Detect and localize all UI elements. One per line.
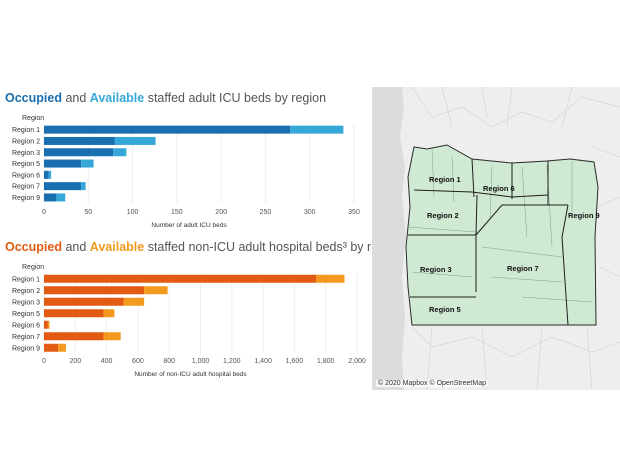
x-tick-label: 200 [69,358,81,365]
x-tick-label: 150 [171,209,183,216]
region-boundaries [408,158,569,326]
bar-occupied [44,286,145,295]
region-label: Region 2 [427,211,459,220]
bar-occupied [44,182,82,191]
category-label: Region 6 [12,322,40,329]
x-tick-label: 2,000 [348,358,366,365]
title-available-word: Available [89,91,145,105]
x-tick-label: 100 [127,209,139,216]
region-label: Region 1 [429,175,461,184]
x-tick-label: 300 [304,209,316,216]
category-label: Region 1 [12,127,40,134]
bar-occupied [44,136,115,145]
title-and-word: and [61,91,90,105]
bar-occupied [44,320,48,329]
title-rest: staffed non-ICU adult hospital beds³ by … [144,240,402,254]
map-attribution: © 2020 Mapbox © OpenStreetMap [376,380,488,387]
bar-available [81,159,94,168]
category-label: Region 1 [12,276,40,283]
bar-available [144,286,168,295]
x-tick-label: 350 [348,209,360,216]
category-label: Region 9 [12,195,40,202]
charts-panel: Occupied and Available staffed adult ICU… [5,91,402,378]
x-tick-label: 600 [132,358,144,365]
bar-available [114,136,156,145]
title-occupied-word: Occupied [5,240,62,254]
bar-available [47,320,50,329]
x-tick-label: 0 [42,358,46,365]
region-label: Region 9 [568,211,600,220]
region-label: Region 7 [507,264,539,273]
x-tick-label: 200 [215,209,227,216]
hospital-bar-chart: Region 0 200 400 600 800 1,000 1,200 1,400 1,600 1… [12,264,366,378]
ocean-area [372,87,406,390]
category-label: Region 6 [12,172,40,179]
category-label: Region 5 [12,161,40,168]
row-header: Region [22,264,44,271]
title-available-word: Available [89,240,145,254]
bar-occupied [44,297,124,306]
bar-occupied [44,274,317,283]
bar-available [123,297,145,306]
bar-occupied [44,332,104,341]
x-tick-label: 400 [101,358,113,365]
map-canvas: Region 1 Region 6 Region 2 Region 9 Region 3… [372,87,620,390]
category-label: Region 9 [12,345,40,352]
x-tick-label: 250 [260,209,272,216]
icu-chart-title: Occupied and Available staffed adult ICU… [5,91,326,105]
category-label: Region 3 [12,299,40,306]
x-tick-label: 1,800 [317,358,335,365]
bar-available [81,182,86,191]
bar-available [48,170,52,179]
x-axis-label: Number of non-ICU adult hospital beds [134,371,247,378]
icu-bar-chart: Region 0 50 100 150 200 250 300 350 Region 1 Regio… [12,115,360,229]
category-label: Region 7 [12,184,40,191]
x-tick-label: 1,000 [192,358,210,365]
county-lines [407,148,593,303]
bar-available [290,125,344,134]
background-boundaries [411,87,620,390]
x-tick-label: 800 [163,358,175,365]
bar-available [316,274,345,283]
bar-occupied [44,159,82,168]
bar-occupied [44,309,104,318]
region-label: Region 5 [429,305,461,314]
x-tick-label: 0 [42,209,46,216]
category-label: Region 2 [12,288,40,295]
bar-available [103,309,115,318]
x-tick-label: 1,400 [254,358,272,365]
region-label: Region 3 [420,265,452,274]
hospital-chart-title: Occupied and Available staffed non-ICU a… [5,240,402,254]
x-axis-label: Number of adult ICU beds [151,222,227,229]
x-tick-label: 50 [84,209,92,216]
bar-available [58,343,66,352]
region-label: Region 6 [483,184,515,193]
category-label: Region 5 [12,311,40,318]
x-tick-label: 1,600 [286,358,304,365]
bar-occupied [44,343,59,352]
category-label: Region 2 [12,138,40,145]
bar-occupied [44,170,49,179]
x-tick-label: 1,200 [223,358,241,365]
title-occupied-word: Occupied [5,91,62,105]
bar-available [113,148,127,157]
title-rest: staffed adult ICU beds by region [144,91,327,105]
bar-occupied [44,148,114,157]
bar-occupied [44,125,291,134]
title-and-word: and [61,240,90,254]
row-header: Region [22,115,44,122]
bar-available [56,193,66,202]
category-label: Region 3 [12,150,40,157]
category-label: Region 7 [12,334,40,341]
bar-occupied [44,193,57,202]
bar-available [103,332,121,341]
oregon-region-map[interactable]: Region 1 Region 6 Region 2 Region 9 Region 3… [372,87,620,390]
